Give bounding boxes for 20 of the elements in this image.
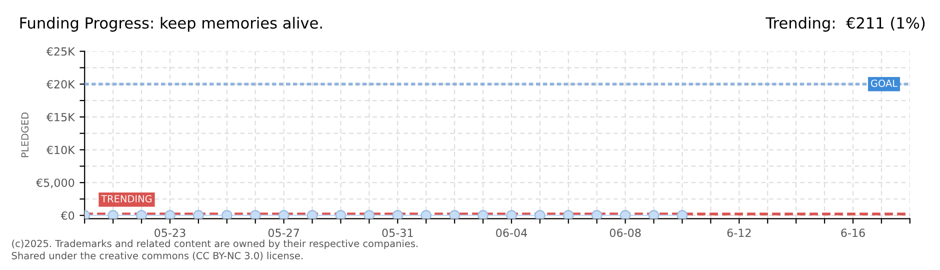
x-tick-label: 06-08	[610, 228, 641, 238]
ref-line-label: GOAL	[871, 80, 898, 87]
y-axis-title: PLEDGED	[21, 112, 29, 158]
y-tick-label: €25K	[46, 47, 76, 56]
x-tick-label: 05-23	[154, 228, 186, 238]
text: Shared under the creative commons (CC BY-NC 3.0) license.	[12, 252, 302, 260]
y-tick-label: €0	[60, 211, 74, 220]
x-tick-label: 05-31	[382, 228, 413, 238]
chart-subtitle: Trending: €211 (1%)	[766, 16, 925, 32]
y-tick-label: €20K	[46, 80, 76, 89]
text: (c)2025. Trademarks and related content are owned by their respective companies.	[12, 240, 418, 250]
x-tick-label: 05-27	[268, 228, 300, 238]
chart-title: Funding Progress: keep memories alive.	[20, 16, 322, 32]
x-tick-label: 06-04	[496, 228, 528, 238]
x-tick-label: 6-16	[841, 228, 865, 238]
y-tick-label: €15K	[46, 112, 76, 122]
y-tick-label: €5,000	[36, 178, 74, 188]
y-tick-label: €10K	[46, 146, 76, 154]
ref-line-label: TRENDING	[101, 195, 152, 202]
x-tick-label: 6-12	[727, 228, 751, 238]
